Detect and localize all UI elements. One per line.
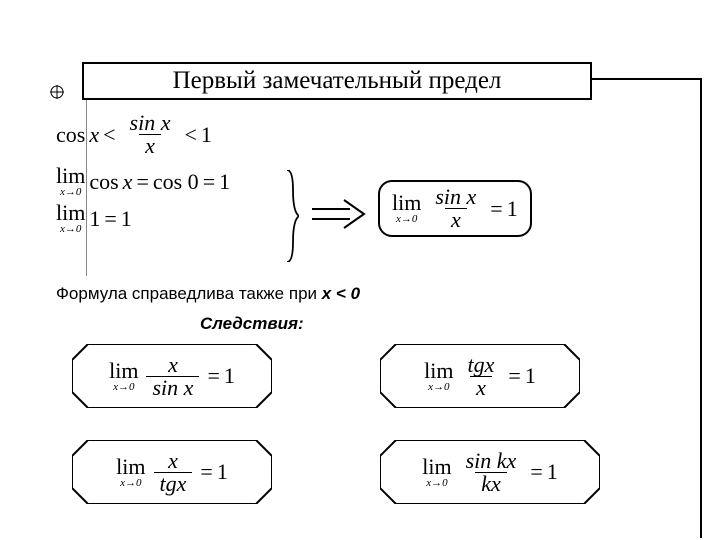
res-lim: lim [392,192,421,214]
lim-text: lim [56,165,85,187]
lim-text-2: lim [56,202,85,224]
x-text: x [123,169,133,195]
octagon-border [380,440,600,504]
corollary-box-3: limx→0xtgx=1 [72,440,272,504]
eq1: = [136,169,148,195]
one: 1 [201,122,212,148]
connector-top [592,78,702,80]
frac-sinx-x: sin x x [124,112,177,157]
note-em: x < 0 [322,284,360,303]
lim-icon-2: lim x→0 [56,202,85,235]
res-sub: x→0 [396,214,417,225]
title-box: Первый замечательный предел [82,62,592,100]
octagon-border [72,440,272,504]
note-prefix: Формула справедлива также при [56,284,322,303]
corollary-label: Следствия: [200,314,304,334]
octagon-border [380,344,580,408]
anchor-icon [50,85,64,99]
eq2: = [203,169,215,195]
res-top: sin x [429,186,482,208]
inequality: cos x < sin x x < 1 [56,112,230,157]
lim-icon: lim x→0 [56,165,85,198]
corollary-box-4: limx→0sin kxkx=1 [380,440,600,504]
one-r: 1 [121,206,132,232]
frac-bot: x [139,134,161,157]
lim-icon-result: lim x→0 [392,192,421,225]
corollary-box-1: limx→0xsin x=1 [72,344,272,408]
res-one: 1 [507,196,518,222]
lim-cosx: lim x→0 cos x = cos 0 = 1 [56,165,230,198]
lt2: < [184,122,196,148]
octagon-border [72,344,272,408]
one-l: 1 [89,206,100,232]
one-text: 1 [219,169,230,195]
cos-text: cos [89,169,118,195]
lim-sub-2: x→0 [60,224,81,235]
lim-1: lim x→0 1 = 1 [56,202,230,235]
x-var: x [89,122,99,148]
res-bot: x [445,208,467,231]
page-title: Первый замечательный предел [173,67,502,95]
cos0-text: cos 0 [153,169,199,195]
res-eq: = [490,196,502,222]
content-block: cos x < sin x x < 1 lim x→0 cos x = cos … [56,112,230,239]
implies-icon [310,198,366,230]
cos-label: cos [56,122,85,148]
connector-side [700,78,702,538]
lt1: < [103,122,115,148]
lim-sub: x→0 [60,187,81,198]
corollary-box-2: limx→0tgxx=1 [380,344,580,408]
frac-top: sin x [124,112,177,134]
result-box: lim x→0 sin x x = 1 [378,180,532,237]
eq3: = [104,206,116,232]
note-text: Формула справедлива также при x < 0 [56,284,360,304]
brace-icon [285,170,299,262]
res-frac: sin x x [429,186,482,231]
